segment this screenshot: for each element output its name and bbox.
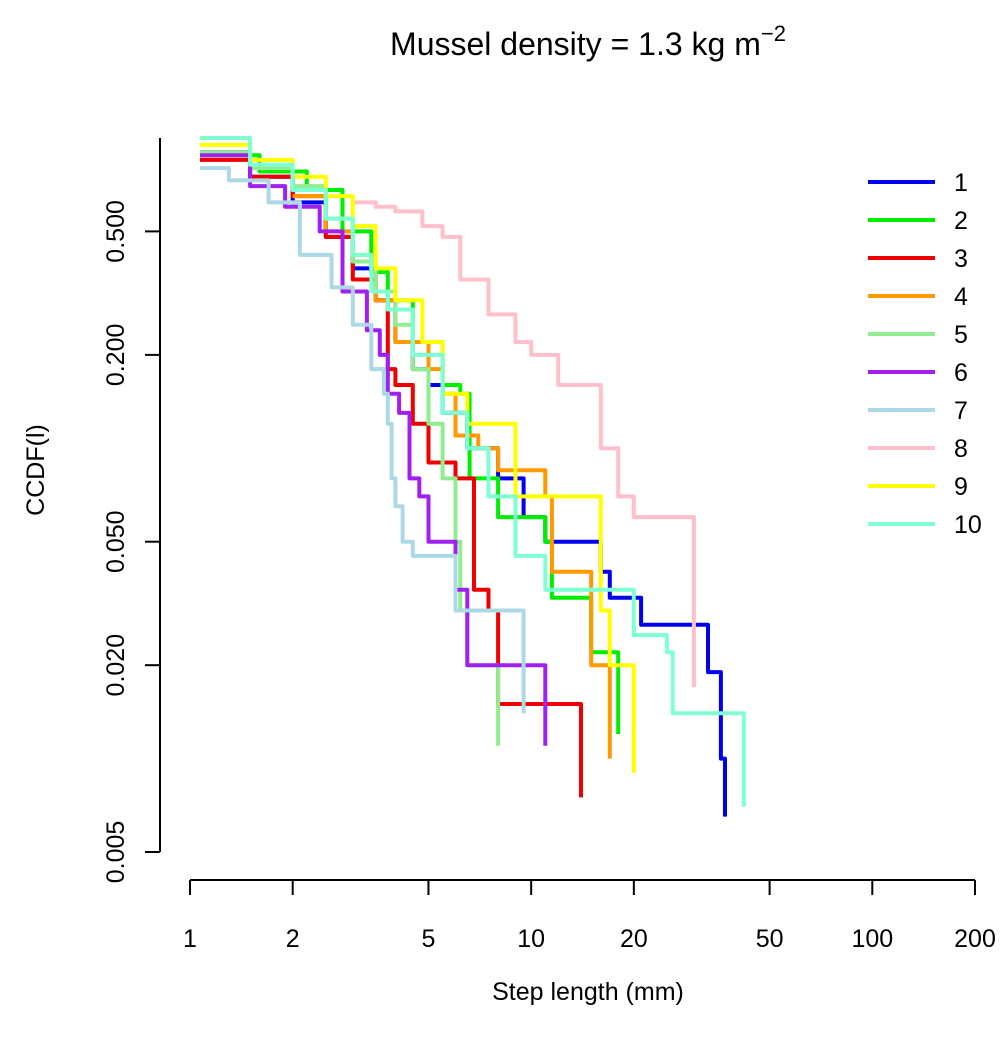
series-line-9 — [200, 142, 636, 773]
x-tick-label: 100 — [851, 925, 893, 953]
legend: 1 2 3 4 5 6 7 8 9 10 — [868, 169, 982, 539]
y-tick-label: 0.020 — [102, 634, 130, 697]
legend-label-6: 6 — [954, 359, 968, 387]
chart-title-superscript: −2 — [761, 21, 786, 46]
plot-series — [200, 136, 746, 817]
series-line-10 — [200, 136, 746, 807]
y-tick-label: 0.050 — [102, 510, 130, 573]
x-tick-label: 10 — [517, 925, 545, 953]
legend-label-5: 5 — [954, 321, 968, 349]
legend-label-8: 8 — [954, 435, 968, 463]
legend-label-4: 4 — [954, 283, 968, 311]
series-line-7 — [200, 166, 526, 714]
series-line-8 — [352, 200, 696, 688]
x-tick-label: 1 — [183, 925, 197, 953]
y-tick-label: 0.005 — [102, 821, 130, 884]
y-tick-label: 0.200 — [102, 324, 130, 387]
x-tick-label: 50 — [756, 925, 784, 953]
chart-title: Mussel density = 1.3 kg m−2 — [390, 21, 786, 62]
x-tick-label: 20 — [620, 925, 648, 953]
x-axis-ticks: 1 2 5 10 20 50 100 200 — [183, 880, 996, 953]
x-tick-label: 2 — [286, 925, 300, 953]
y-tick-label: 0.500 — [102, 200, 130, 263]
x-axis-label: Step length (mm) — [492, 978, 684, 1006]
series-line-1 — [200, 150, 727, 817]
legend-label-3: 3 — [954, 245, 968, 273]
legend-label-2: 2 — [954, 207, 968, 235]
y-axis-label: CCDF(l) — [22, 424, 50, 516]
x-tick-label: 200 — [954, 925, 996, 953]
series-line-5 — [200, 150, 501, 746]
legend-label-7: 7 — [954, 397, 968, 425]
x-tick-label: 5 — [422, 925, 436, 953]
y-axis-ticks: 0.005 0.020 0.050 0.200 0.500 — [102, 200, 160, 883]
legend-label-1: 1 — [954, 169, 968, 197]
legend-label-10: 10 — [954, 511, 982, 539]
chart-title-main: Mussel density = 1.3 kg m — [390, 26, 761, 62]
legend-label-9: 9 — [954, 473, 968, 501]
